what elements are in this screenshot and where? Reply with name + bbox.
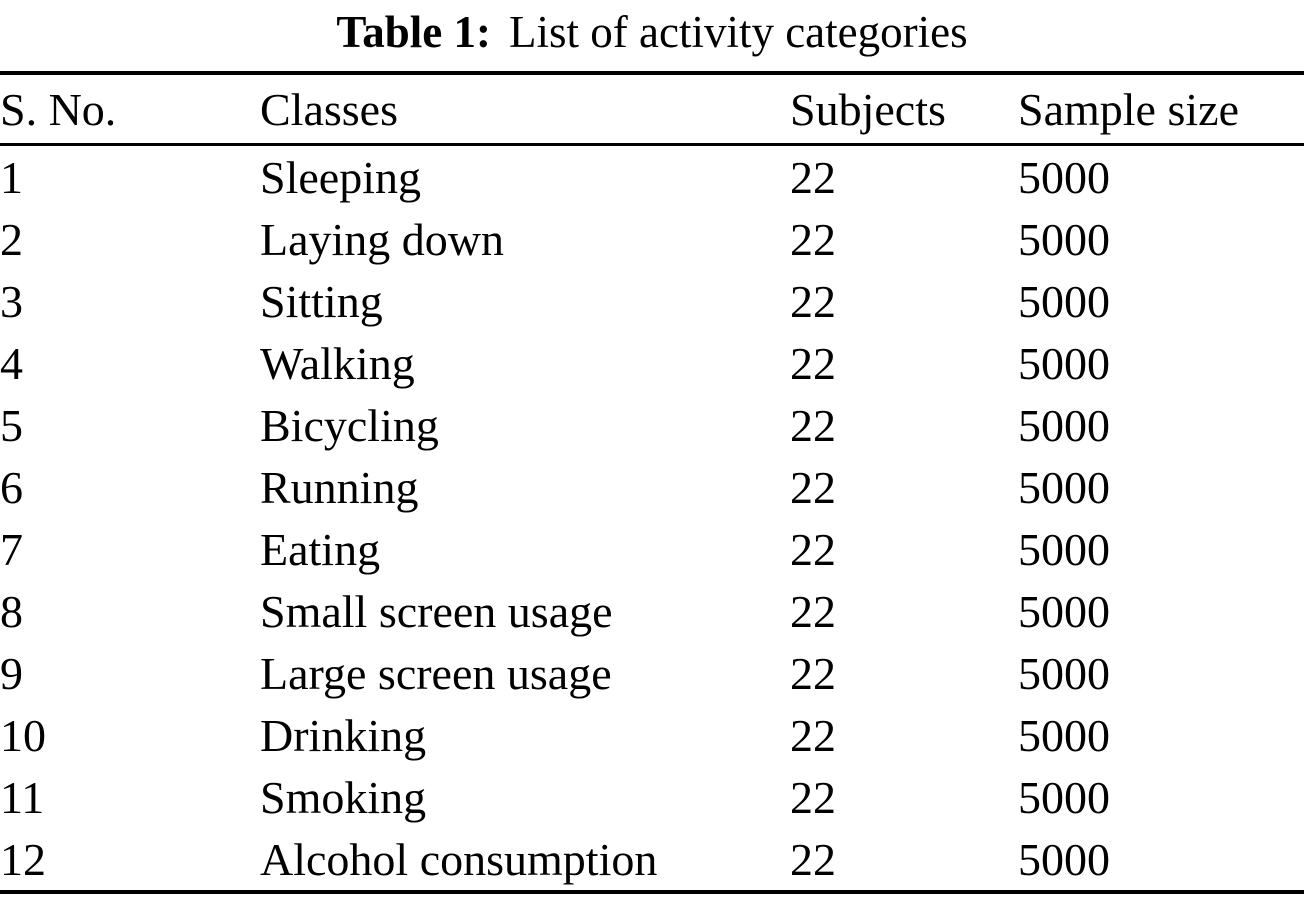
cell-sno: 3 (0, 275, 23, 327)
cell-sample-size: 5000 (1018, 647, 1110, 699)
cell-sample-size: 5000 (1018, 523, 1110, 575)
table-row: 7 Eating 22 5000 (0, 518, 1304, 580)
cell-sample-size: 5000 (1018, 213, 1110, 265)
cell-sno: 6 (0, 461, 23, 513)
cell-sno: 1 (0, 151, 23, 203)
column-header-classes: Classes (260, 83, 398, 135)
cell-sno: 11 (0, 771, 45, 823)
cell-classes: Smoking (260, 771, 427, 823)
cell-sno: 7 (0, 523, 23, 575)
cell-subjects: 22 (790, 833, 836, 885)
cell-classes: Sleeping (260, 151, 421, 203)
table-header-row: S. No. Classes Subjects Sample size (0, 73, 1304, 145)
cell-sno: 2 (0, 213, 23, 265)
column-header-sample-size: Sample size (1018, 83, 1239, 135)
column-header-subjects: Subjects (790, 83, 946, 135)
table-row: 11 Smoking 22 5000 (0, 766, 1304, 828)
cell-subjects: 22 (790, 337, 836, 389)
cell-subjects: 22 (790, 647, 836, 699)
cell-sample-size: 5000 (1018, 771, 1110, 823)
cell-sno: 5 (0, 399, 23, 451)
cell-classes: Eating (260, 523, 381, 575)
cell-classes: Bicycling (260, 399, 439, 451)
cell-subjects: 22 (790, 523, 836, 575)
activity-categories-table: S. No. Classes Subjects Sample size 1 Sl… (0, 71, 1304, 894)
table-row: 6 Running 22 5000 (0, 456, 1304, 518)
cell-subjects: 22 (790, 461, 836, 513)
cell-sno: 12 (0, 833, 46, 885)
table-row: 9 Large screen usage 22 5000 (0, 642, 1304, 704)
cell-classes: Running (260, 461, 419, 513)
cell-sample-size: 5000 (1018, 275, 1110, 327)
cell-subjects: 22 (790, 709, 836, 761)
cell-sno: 8 (0, 585, 23, 637)
table-row: 8 Small screen usage 22 5000 (0, 580, 1304, 642)
table-row: 4 Walking 22 5000 (0, 332, 1304, 394)
cell-sample-size: 5000 (1018, 585, 1110, 637)
table-caption: Table 1: List of activity categories (0, 0, 1304, 71)
cell-classes: Large screen usage (260, 647, 612, 699)
cell-subjects: 22 (790, 585, 836, 637)
cell-subjects: 22 (790, 399, 836, 451)
cell-sample-size: 5000 (1018, 709, 1110, 761)
cell-sample-size: 5000 (1018, 399, 1110, 451)
table-row: 5 Bicycling 22 5000 (0, 394, 1304, 456)
cell-sample-size: 5000 (1018, 833, 1110, 885)
table-row: 1 Sleeping 22 5000 (0, 145, 1304, 209)
column-header-sno: S. No. (0, 83, 117, 135)
cell-sno: 4 (0, 337, 23, 389)
cell-classes: Walking (260, 337, 415, 389)
table-row: 12 Alcohol consumption 22 5000 (0, 828, 1304, 892)
cell-subjects: 22 (790, 213, 836, 265)
cell-sample-size: 5000 (1018, 151, 1110, 203)
table-row: 2 Laying down 22 5000 (0, 208, 1304, 270)
table-caption-text: List of activity categories (509, 7, 968, 57)
table-row: 10 Drinking 22 5000 (0, 704, 1304, 766)
cell-classes: Alcohol consumption (260, 833, 658, 885)
table-caption-label: Table 1: (336, 7, 492, 57)
cell-classes: Drinking (260, 709, 427, 761)
cell-sample-size: 5000 (1018, 461, 1110, 513)
cell-classes: Laying down (260, 213, 505, 265)
cell-subjects: 22 (790, 275, 836, 327)
cell-subjects: 22 (790, 151, 836, 203)
table-row: 3 Sitting 22 5000 (0, 270, 1304, 332)
cell-sno: 9 (0, 647, 23, 699)
cell-classes: Sitting (260, 275, 383, 327)
cell-sample-size: 5000 (1018, 337, 1110, 389)
cell-classes: Small screen usage (260, 585, 613, 637)
cell-subjects: 22 (790, 771, 836, 823)
cell-sno: 10 (0, 709, 46, 761)
